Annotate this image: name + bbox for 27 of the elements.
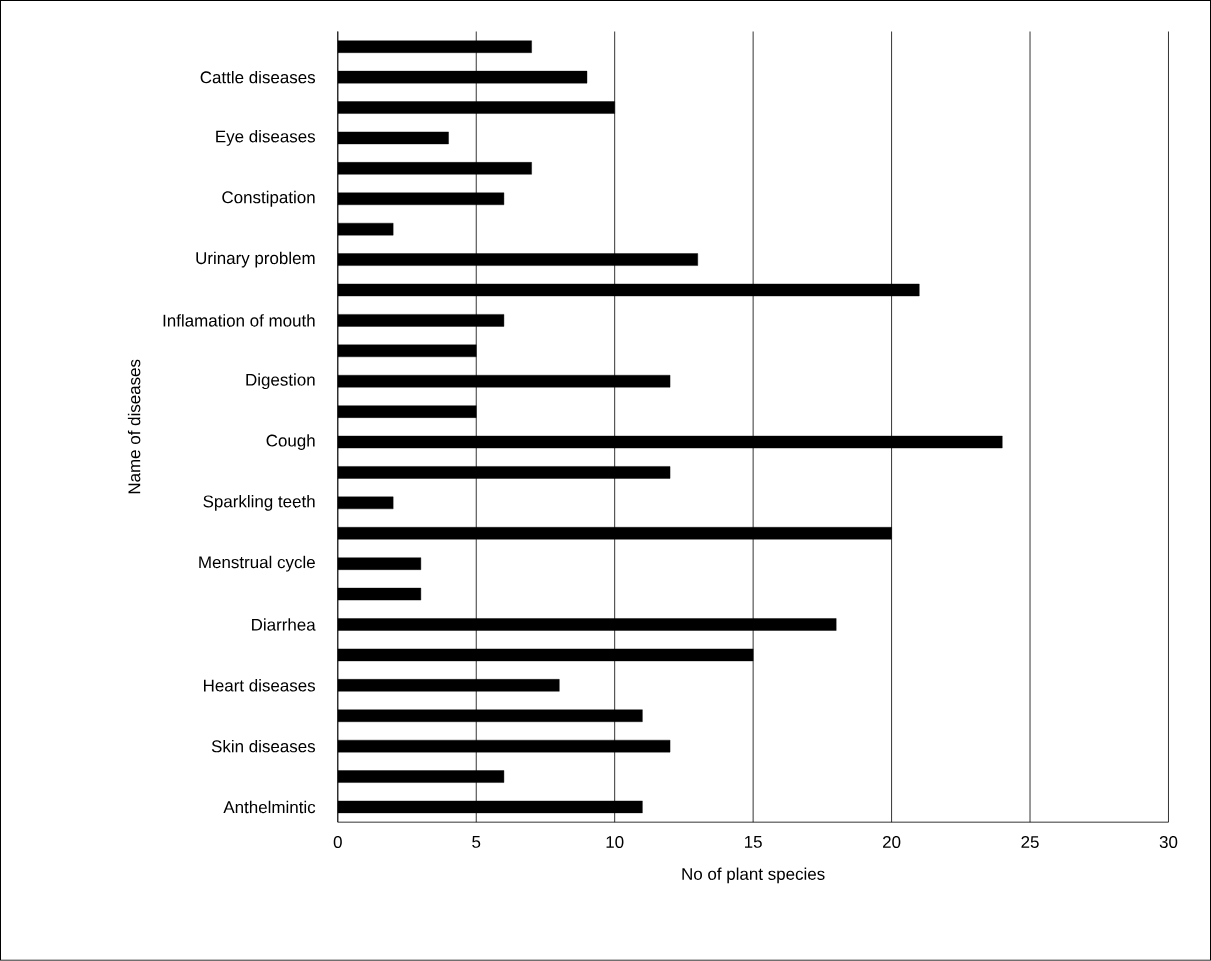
y-tick-label: Anthelmintic: [223, 800, 316, 814]
bar: [337, 131, 449, 145]
x-tick-label: 10: [606, 836, 624, 849]
y-tick-label: Cattle diseases: [200, 71, 316, 84]
y-tick-label: Heart diseases: [204, 679, 316, 692]
y-tick-label: Sparkling teeth: [203, 495, 315, 511]
x-tick-label: 0: [333, 836, 342, 849]
y-tick-label: Cough: [266, 434, 315, 451]
y-tick-label: Inflamation of mouth: [163, 314, 315, 327]
y-tick-label: Menstrual cycle: [199, 555, 315, 572]
y-axis-title: Name of diseases: [127, 359, 141, 494]
y-tick-label: Skin diseases: [211, 740, 316, 753]
y-tick-label: Digestion: [246, 373, 315, 390]
y-tick-label: Constipation: [222, 190, 315, 207]
y-tick-label: Eye diseases: [216, 130, 316, 146]
x-tick-label: 30: [1159, 836, 1178, 849]
x-tick-label: 5: [472, 836, 481, 848]
x-axis-title: No of plant species: [682, 867, 825, 884]
bar: [337, 588, 422, 601]
y-tick-label: Urinary problem: [196, 251, 315, 268]
bar: [337, 496, 394, 510]
x-tick-label: 20: [883, 836, 901, 849]
y-tick-label: Diarrhea: [252, 618, 316, 631]
bar: [337, 223, 394, 236]
x-tick-label: 25: [1021, 836, 1039, 849]
x-tick-label: 15: [745, 836, 762, 848]
bar: [337, 557, 422, 570]
